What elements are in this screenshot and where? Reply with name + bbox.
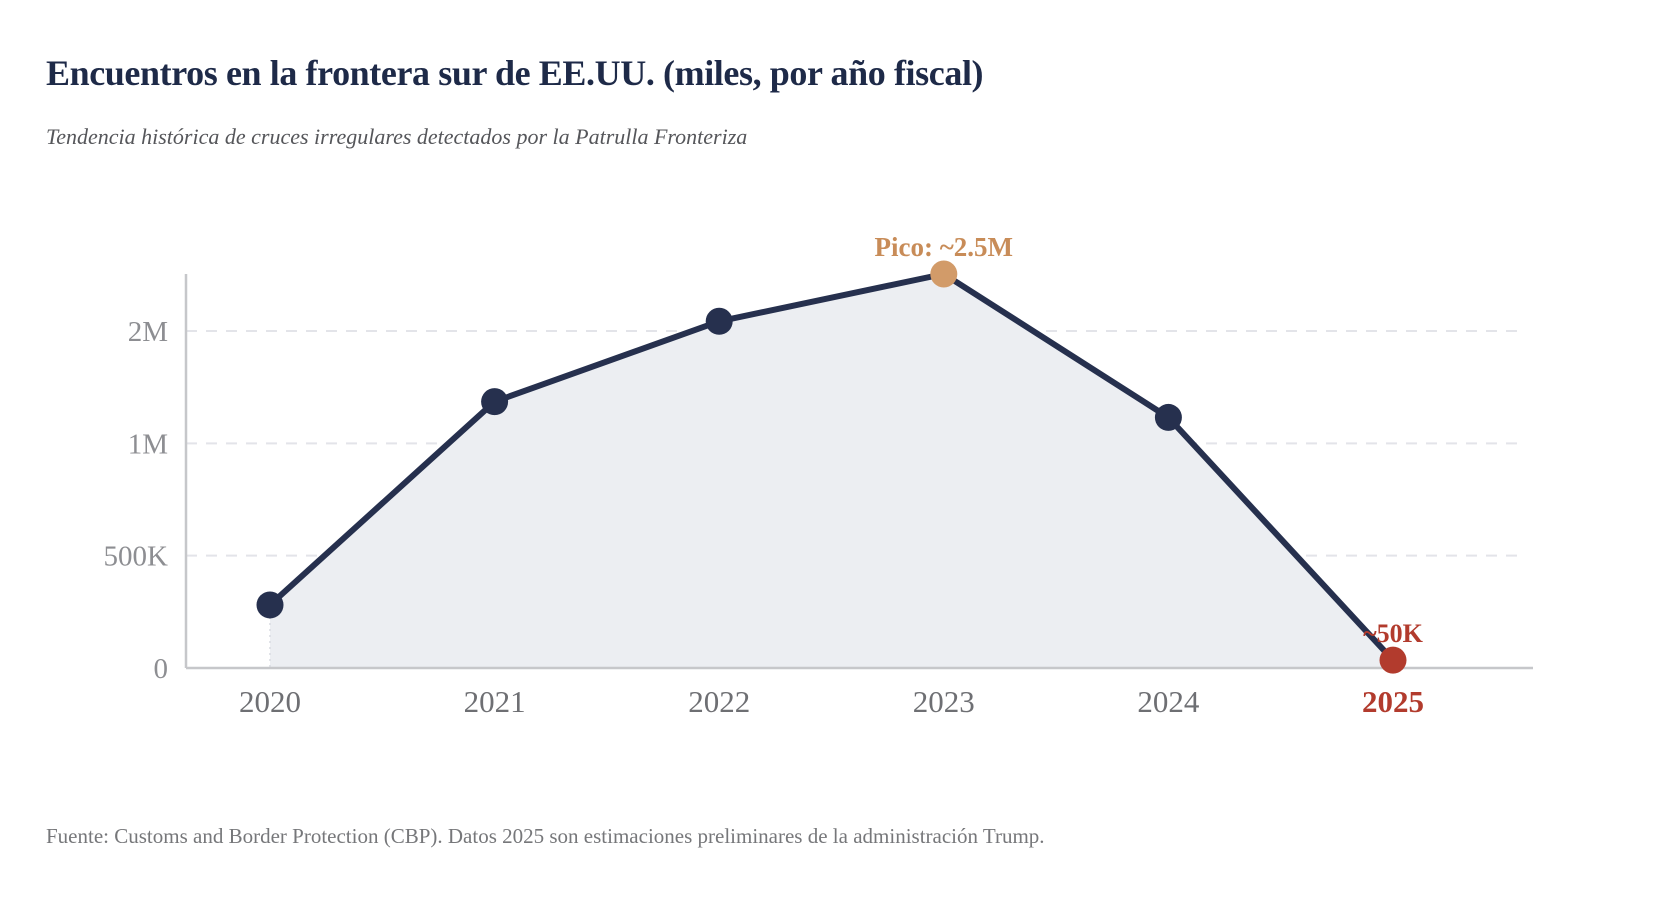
trend-line bbox=[267, 271, 1396, 664]
data-point-2023 bbox=[930, 260, 958, 288]
data-point-2025 bbox=[1379, 646, 1407, 674]
y-tick-label-500K: 500K bbox=[104, 541, 169, 573]
data-point-2024 bbox=[1154, 403, 1182, 431]
annotation-2025: ~50K bbox=[1363, 619, 1424, 648]
area-fill bbox=[270, 274, 1393, 668]
data-point-2022 bbox=[705, 307, 733, 335]
y-tick-label-0: 0 bbox=[154, 653, 169, 685]
page-title: Encuentros en la frontera sur de EE.UU. … bbox=[46, 53, 984, 93]
x-tick-label-2022: 2022 bbox=[688, 684, 750, 719]
data-point-2021 bbox=[481, 388, 509, 416]
page-subtitle: Tendencia histórica de cruces irregulare… bbox=[46, 124, 748, 149]
y-tick-label-1M: 1M bbox=[128, 428, 168, 460]
x-tick-label-2020: 2020 bbox=[239, 684, 301, 719]
x-tick-label-2024: 2024 bbox=[1137, 684, 1200, 719]
source-note: Fuente: Customs and Border Protection (C… bbox=[46, 824, 1045, 848]
x-tick-label-2023: 2023 bbox=[913, 684, 975, 719]
annotation-2023: Pico: ~2.5M bbox=[875, 232, 1014, 262]
x-tick-label-2025: 2025 bbox=[1362, 684, 1424, 719]
data-point-2020 bbox=[256, 591, 284, 619]
x-tick-label-2021: 2021 bbox=[464, 684, 526, 719]
y-tick-label-2M: 2M bbox=[128, 316, 168, 348]
